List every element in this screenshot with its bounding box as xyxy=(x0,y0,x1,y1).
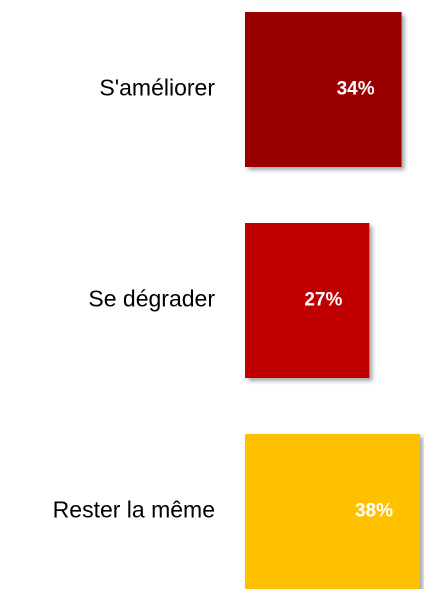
bar xyxy=(245,12,402,167)
bar xyxy=(245,223,370,378)
category-label: Se dégrader xyxy=(88,286,215,312)
bar xyxy=(245,434,420,589)
category-label: S'améliorer xyxy=(99,75,215,101)
value-label: 27% xyxy=(304,290,342,311)
category-label: Rester la même xyxy=(53,497,215,523)
value-label: 38% xyxy=(355,501,393,522)
value-label: 34% xyxy=(337,79,375,100)
